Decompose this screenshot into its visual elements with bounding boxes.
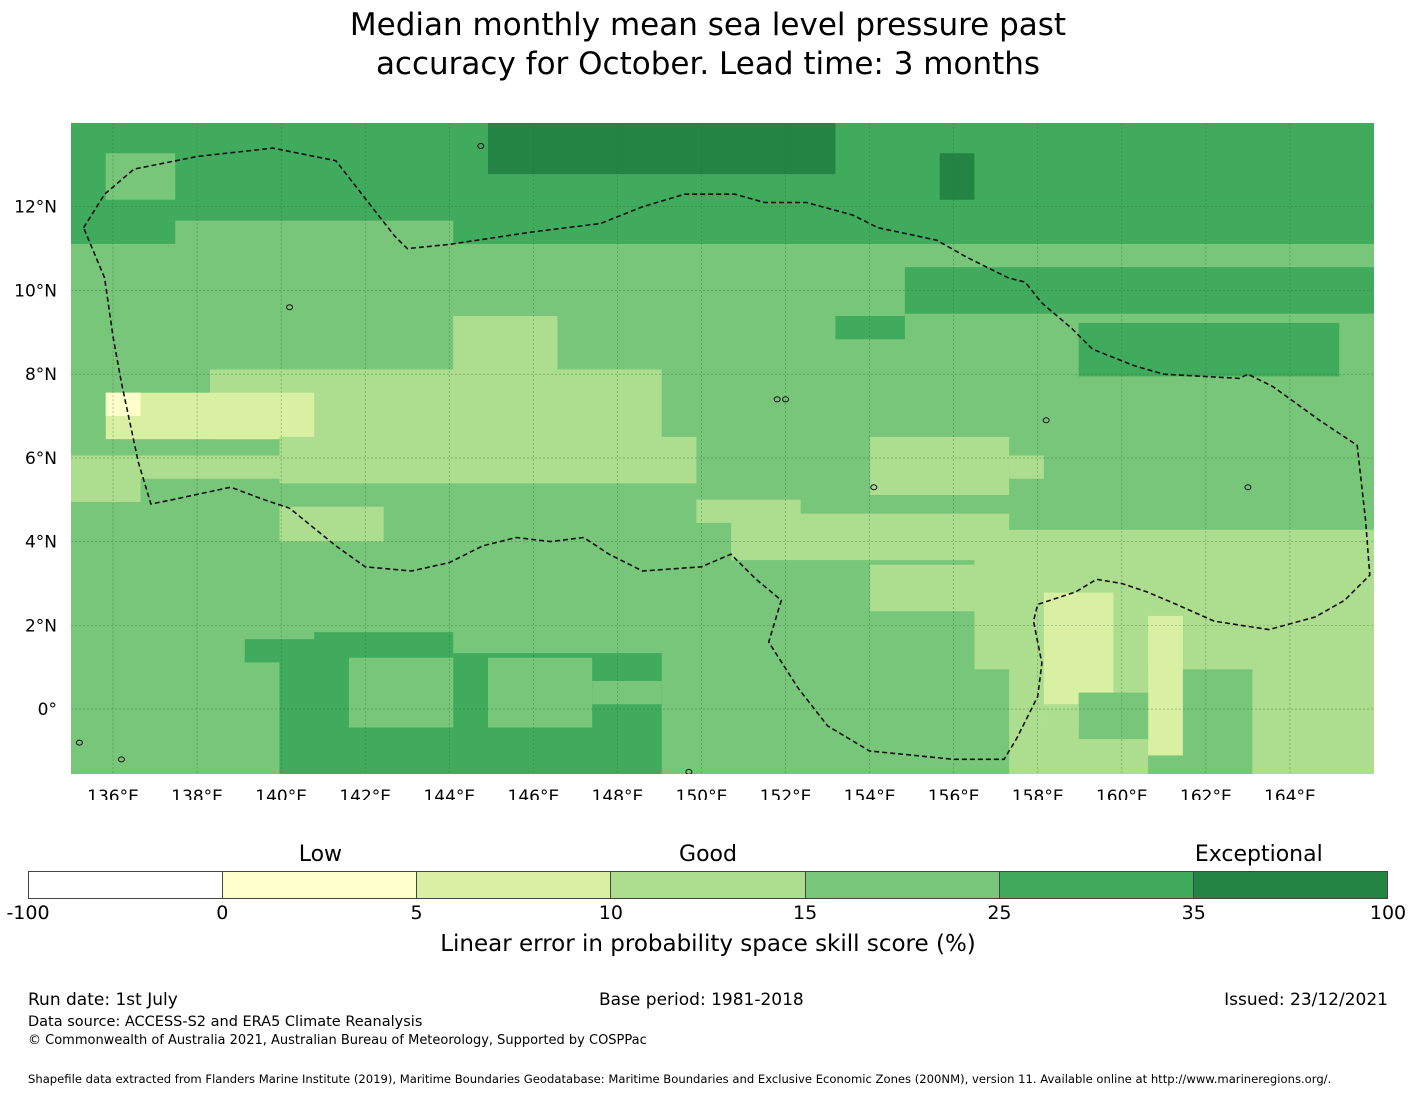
map-gridlines <box>71 123 1374 774</box>
skill-map: 136°E 138°E 140°E 142°E 144°E 146°E 148°E 150°E… <box>14 123 1374 800</box>
lon-tick-label: 154°E <box>844 787 896 800</box>
colorbar-tick-label: 25 <box>987 902 1012 924</box>
island-outline <box>870 484 878 491</box>
skill-cell <box>279 436 697 484</box>
lat-tick-label: 12°N <box>14 198 57 218</box>
colorbar-tick-label: 0 <box>216 902 229 924</box>
lon-tick-label: 160°E <box>1096 787 1148 800</box>
skill-cell <box>1252 646 1374 774</box>
skill-cell <box>105 153 176 200</box>
lon-tick-label: 162°E <box>1180 787 1232 800</box>
island-outline <box>782 396 790 403</box>
island-outline <box>685 768 693 774</box>
lat-tick-label: 4°N <box>25 533 57 553</box>
skill-cell <box>1148 615 1183 756</box>
issued-date: Issued: 23/12/2021 <box>1224 990 1388 1010</box>
colorbar-category-label: Exceptional <box>1194 842 1323 867</box>
skill-cell <box>731 513 1010 561</box>
lat-tick-label: 6°N <box>25 449 57 469</box>
lat-tick-label: 0° <box>38 700 57 720</box>
skill-cell <box>279 653 662 774</box>
skill-cell <box>939 153 975 200</box>
colorbar <box>28 871 1388 899</box>
colorbar-tick-label: -100 <box>6 902 50 924</box>
skill-cell <box>835 315 905 340</box>
colorbar-tick-label: 5 <box>410 902 423 924</box>
lon-tick-label: 142°E <box>339 787 391 800</box>
colorbar-segment <box>29 872 224 898</box>
colorbar-category-label: Low <box>298 842 343 867</box>
data-source: Data source: ACCESS-S2 and ERA5 Climate … <box>28 1014 423 1030</box>
colorbar-segment <box>223 872 418 898</box>
skill-cell <box>71 455 141 502</box>
colorbar-category-label: Good <box>679 842 737 867</box>
skill-cell <box>487 657 593 728</box>
skill-cell <box>487 123 836 175</box>
lon-tick-label: 136°E <box>87 787 139 800</box>
skill-cell <box>314 632 454 656</box>
colorbar-segment <box>417 872 612 898</box>
skill-cell <box>592 681 662 705</box>
island-outline <box>117 756 125 763</box>
colorbar-tick-label: 10 <box>598 902 623 924</box>
skill-cell <box>105 392 141 416</box>
colorbar-segment <box>611 872 806 898</box>
shapefile-credit: Shapefile data extracted from Flanders M… <box>28 1072 1332 1086</box>
island-outline <box>286 304 294 311</box>
island-outline <box>1042 417 1050 424</box>
lon-tick-label: 164°E <box>1264 787 1316 800</box>
colorbar-tick-label: 35 <box>1181 902 1206 924</box>
skill-cell <box>870 564 975 612</box>
eez-boundary <box>82 147 1371 761</box>
colorbar-segment <box>999 872 1194 898</box>
lat-tick-label: 8°N <box>25 365 57 385</box>
copyright: © Commonwealth of Australia 2021, Austra… <box>28 1033 647 1048</box>
island-outline <box>773 396 781 403</box>
skill-cell <box>453 315 558 375</box>
lon-tick-label: 156°E <box>928 787 980 800</box>
latitude-ticks: 12°N 10°N 8°N 6°N 4°N 2°N 0° <box>14 198 57 720</box>
island-outline <box>1244 484 1252 491</box>
lon-tick-label: 150°E <box>676 787 728 800</box>
lon-tick-label: 148°E <box>592 787 644 800</box>
lon-tick-label: 146°E <box>508 787 560 800</box>
colorbar-tick-label: 100 <box>1369 902 1407 924</box>
colorbar-title: Linear error in probability space skill … <box>440 931 976 957</box>
island-outline <box>75 739 83 746</box>
skill-cell <box>1009 455 1044 479</box>
lon-tick-label: 152°E <box>760 787 812 800</box>
skill-cell <box>348 657 454 728</box>
island-coastlines <box>60 143 1252 774</box>
lon-tick-label: 144°E <box>423 787 475 800</box>
skill-cell <box>1043 704 1079 751</box>
run-date: Run date: 1st July <box>28 990 178 1010</box>
title-line-1: Median monthly mean sea level pressure p… <box>349 7 1067 43</box>
lon-tick-label: 138°E <box>171 787 223 800</box>
chart-title: Median monthly mean sea level pressure p… <box>0 6 1416 84</box>
longitude-ticks: 136°E 138°E 140°E 142°E 144°E 146°E 148°E 150°E… <box>87 787 1316 800</box>
base-period: Base period: 1981-2018 <box>599 990 804 1010</box>
skill-cell <box>1078 692 1149 740</box>
colorbar-segment <box>805 872 1000 898</box>
title-line-2: accuracy for October. Lead time: 3 month… <box>375 46 1041 82</box>
colorbar-tick-label: 15 <box>793 902 818 924</box>
lon-tick-label: 140°E <box>255 787 307 800</box>
lat-tick-label: 10°N <box>14 281 57 301</box>
skill-cell <box>279 506 384 542</box>
skill-cell <box>870 436 1010 495</box>
skill-cells <box>71 123 1374 774</box>
skill-cell <box>1078 322 1340 377</box>
colorbar-segment <box>1193 872 1387 898</box>
lon-tick-label: 158°E <box>1012 787 1064 800</box>
island-outline <box>477 143 485 150</box>
lat-tick-label: 2°N <box>25 616 57 636</box>
island-outline <box>60 162 66 167</box>
